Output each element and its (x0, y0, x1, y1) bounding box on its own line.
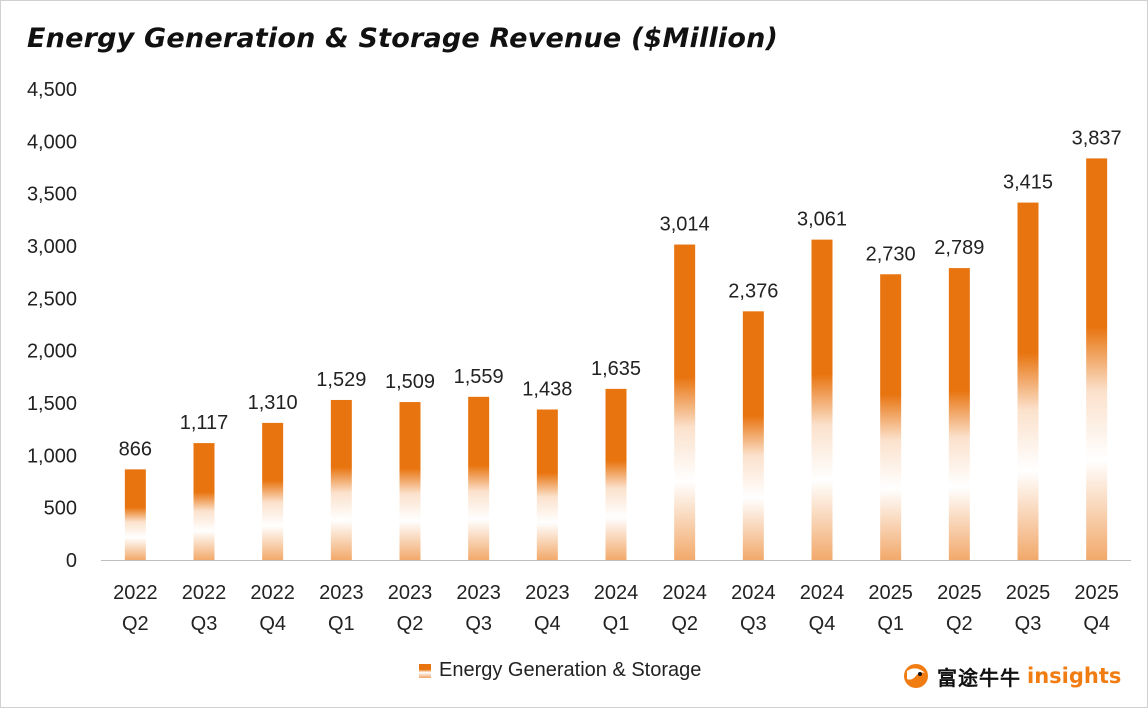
bar (1017, 202, 1039, 560)
x-tick-label-year: 2025 (1006, 582, 1051, 604)
y-tick-label: 4,500 (27, 79, 77, 101)
brand-name-cn: 富途牛牛 (937, 665, 1021, 690)
futu-logo-icon (901, 661, 931, 691)
bar (811, 239, 833, 560)
data-label: 2,376 (728, 280, 778, 302)
x-tick-label-year: 2024 (662, 582, 707, 604)
x-tick-label-quarter: Q3 (1015, 613, 1042, 635)
y-tick-label: 2,000 (27, 341, 77, 363)
y-tick-label: 3,000 (27, 236, 77, 258)
x-tick-label-year: 2024 (800, 582, 845, 604)
bar (536, 409, 558, 560)
legend-label: Energy Generation & Storage (439, 659, 702, 681)
chart-title: Energy Generation & Storage Revenue ($Mi… (27, 23, 779, 54)
bar (124, 469, 146, 560)
y-tick-label: 0 (66, 550, 77, 572)
data-label: 1,509 (385, 371, 435, 393)
y-tick-label: 1,500 (27, 393, 77, 415)
data-label: 2,789 (934, 237, 984, 259)
x-tick-label-year: 2023 (319, 582, 364, 604)
x-tick-label-quarter: Q2 (671, 613, 698, 635)
y-tick-label: 1,000 (27, 445, 77, 467)
x-tick-label-quarter: Q2 (397, 613, 424, 635)
bars-layer (124, 158, 1108, 561)
data-label: 3,014 (660, 214, 710, 236)
x-tick-label-year: 2022 (250, 582, 295, 604)
x-tick-label-year: 2023 (388, 582, 433, 604)
bar (399, 402, 421, 560)
bar (193, 443, 215, 560)
x-tick-label-quarter: Q4 (259, 613, 286, 635)
data-label: 1,310 (248, 392, 298, 414)
data-label: 3,415 (1003, 172, 1053, 194)
data-label: 1,559 (454, 366, 504, 388)
x-tick-label-quarter: Q4 (809, 613, 836, 635)
data-label: 866 (119, 438, 152, 460)
x-tick-label-year: 2023 (456, 582, 501, 604)
bar (262, 422, 284, 560)
bar (605, 388, 627, 560)
x-tick-label-quarter: Q2 (122, 613, 149, 635)
labels-layer: 866 1,117 1,310 1,529 1,509 1,559 1,438 1,635 3,… (119, 127, 1122, 460)
y-tick-label: 500 (44, 498, 77, 520)
y-tick-label: 2,500 (27, 288, 77, 310)
brand-name-en: insights (1027, 664, 1122, 688)
axis-layer: 0 500 1,000 1,500 2,000 2,500 3,000 3,500 4,000 4… (27, 79, 1131, 635)
data-label: 2,730 (866, 243, 916, 265)
data-label: 3,061 (797, 209, 847, 231)
bar (468, 396, 490, 560)
data-label: 3,837 (1072, 127, 1122, 149)
data-label: 1,117 (180, 412, 229, 434)
x-tick-label-year: 2022 (182, 582, 227, 604)
x-tick-label-year: 2025 (868, 582, 913, 604)
x-tick-label-quarter: Q4 (1083, 613, 1110, 635)
bar (330, 399, 352, 560)
brand-watermark: 富途牛牛 insights (901, 661, 1121, 691)
x-tick-label-year: 2023 (525, 582, 570, 604)
bar (674, 244, 696, 560)
x-tick-label-year: 2022 (113, 582, 158, 604)
x-tick-label-quarter: Q3 (465, 613, 492, 635)
data-label: 1,438 (522, 378, 572, 400)
x-tick-label-year: 2025 (937, 582, 982, 604)
bar (742, 311, 764, 560)
x-tick-label-quarter: Q3 (191, 613, 218, 635)
x-tick-label-year: 2025 (1074, 582, 1119, 604)
x-tick-label-year: 2024 (731, 582, 776, 604)
data-label: 1,529 (316, 369, 366, 391)
x-tick-label-quarter: Q1 (603, 613, 630, 635)
bar (1086, 158, 1108, 561)
legend-swatch (419, 663, 431, 678)
x-tick-label-quarter: Q2 (946, 613, 973, 635)
x-tick-label-quarter: Q1 (877, 613, 904, 635)
bar (880, 274, 902, 560)
x-tick-label-year: 2024 (594, 582, 639, 604)
x-tick-label-quarter: Q4 (534, 613, 561, 635)
bar (948, 268, 970, 560)
y-tick-label: 3,500 (27, 184, 77, 206)
legend: Energy Generation & Storage (419, 659, 701, 682)
data-label: 1,635 (591, 358, 641, 380)
x-tick-label-quarter: Q1 (328, 613, 355, 635)
y-tick-label: 4,000 (27, 131, 77, 153)
x-tick-label-quarter: Q3 (740, 613, 767, 635)
